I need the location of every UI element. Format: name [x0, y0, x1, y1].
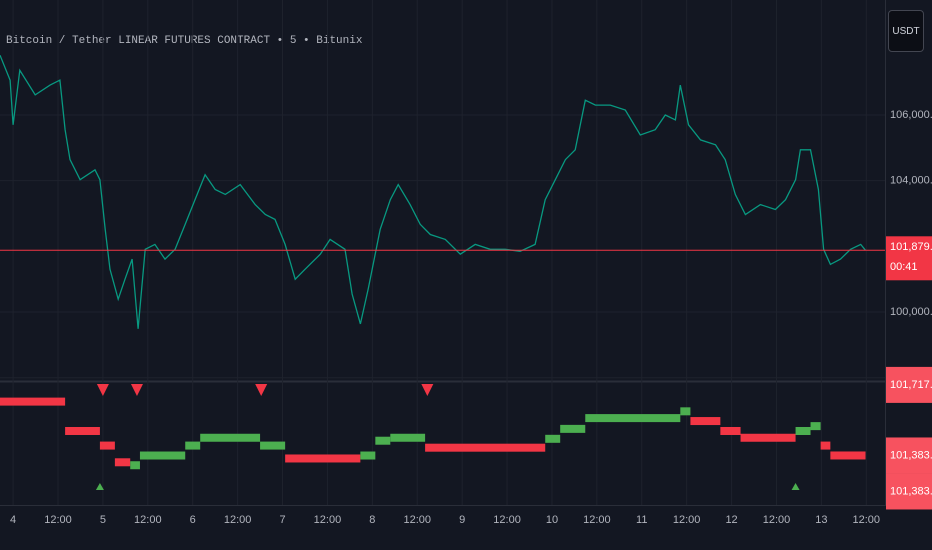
- last-price-badge: [886, 236, 932, 281]
- x-tick-label: 12:00: [44, 514, 72, 526]
- x-tick-label: 4: [10, 514, 16, 526]
- x-tick-label: 8: [369, 514, 375, 526]
- indicator-price-badge: [886, 437, 932, 474]
- x-tick-label: 12:00: [763, 514, 791, 526]
- x-tick-label: 10: [546, 514, 558, 526]
- sell-signal: [255, 384, 268, 396]
- band-segment: [820, 441, 831, 450]
- band-segment: [390, 433, 426, 442]
- symbol-title: Bitcoin / Tether LINEAR FUTURES CONTRACT…: [6, 35, 363, 47]
- band-segment: [680, 407, 691, 416]
- band-segment: [585, 414, 681, 423]
- x-tick-label: 12:00: [853, 514, 881, 526]
- band-segment: [375, 436, 391, 445]
- indicator-price-label: 101,717.0: [890, 379, 932, 391]
- band-segment: [285, 454, 361, 463]
- buy-signal: [95, 483, 104, 490]
- x-tick-label: 5: [100, 514, 106, 526]
- band-segment: [690, 417, 721, 426]
- indicator-price-label: 101,383.2: [890, 485, 932, 497]
- band-segment: [360, 451, 376, 460]
- countdown-label: 00:41: [890, 261, 918, 273]
- indicator-price-badge: [886, 366, 932, 403]
- x-tick-label: 7: [279, 514, 285, 526]
- sell-signal: [130, 384, 143, 396]
- band-segment: [810, 422, 821, 431]
- x-tick-label: 12:00: [403, 514, 431, 526]
- band-segment: [65, 426, 100, 435]
- band-segment: [795, 426, 811, 435]
- currency-button[interactable]: USDT: [888, 10, 924, 52]
- x-tick-label: 12:00: [673, 514, 701, 526]
- band-segment: [545, 434, 561, 443]
- y-tick-label: 106,000.0: [890, 109, 932, 121]
- price-line: [0, 54, 867, 329]
- band-segment: [185, 441, 201, 450]
- x-tick-label: 12:00: [314, 514, 342, 526]
- x-tick-label: 12:00: [493, 514, 521, 526]
- x-tick-label: 12:00: [134, 514, 162, 526]
- x-tick-label: 9: [459, 514, 465, 526]
- indicator-price-label: 101,383.2: [890, 449, 932, 461]
- band-segment: [830, 451, 866, 460]
- x-tick-label: 12:00: [583, 514, 611, 526]
- sell-signal: [96, 384, 109, 396]
- y-tick-label: 104,000.0: [890, 175, 932, 187]
- band-segment: [114, 458, 131, 467]
- band-segment: [130, 461, 140, 470]
- buy-signal: [791, 483, 800, 490]
- indicator-price-badge: [886, 473, 932, 510]
- sell-signal: [421, 384, 434, 396]
- band-segment: [740, 433, 796, 442]
- band-segment: [200, 433, 261, 442]
- band-segment: [99, 441, 115, 450]
- y-tick-label: 100,000.0: [890, 306, 932, 318]
- x-tick-label: 12:00: [224, 514, 252, 526]
- band-segment: [260, 441, 286, 450]
- x-tick-label: 12: [725, 514, 737, 526]
- last-price-label: 101,879.5: [890, 241, 932, 253]
- band-segment: [139, 451, 186, 460]
- band-segment: [425, 443, 546, 452]
- x-tick-label: 13: [815, 514, 827, 526]
- x-tick-label: 6: [190, 514, 196, 526]
- x-tick-label: 11: [636, 514, 647, 526]
- band-segment: [0, 397, 66, 406]
- band-segment: [720, 426, 741, 435]
- band-segment: [560, 424, 586, 433]
